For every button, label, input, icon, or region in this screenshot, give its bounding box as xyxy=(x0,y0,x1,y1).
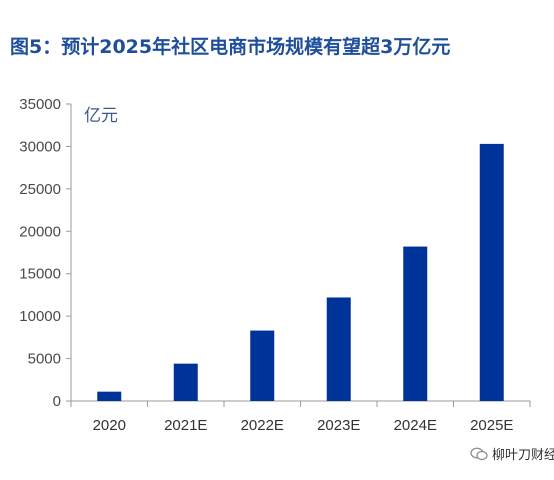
bar-2020 xyxy=(97,391,122,401)
bar-2021E xyxy=(173,363,198,401)
x-tick-label: 2023E xyxy=(317,417,360,434)
x-tick-label: 2025E xyxy=(470,417,513,434)
x-axis: 2020 2021E 2022E 2023E 2024E 2025E xyxy=(70,400,531,434)
y-tick-label: 20000 xyxy=(19,223,61,240)
wechat-icon xyxy=(470,447,488,460)
bar-2025E xyxy=(479,143,504,401)
bar-2024E xyxy=(403,246,428,401)
y-tick-label: 25000 xyxy=(19,181,61,198)
y-tick-label: 35000 xyxy=(19,96,61,113)
y-tick-label: 0 xyxy=(53,393,61,410)
x-tick-label: 2021E xyxy=(164,417,207,434)
x-tick-label: 2024E xyxy=(394,417,437,434)
watermark-text: 柳叶刀财经 xyxy=(492,448,554,463)
y-unit-label: 亿元 xyxy=(84,106,118,126)
bar-2022E xyxy=(250,330,275,401)
y-tick-label: 30000 xyxy=(19,138,61,155)
chart-title: 图5：预计2025年社区电商市场规模有望超3万亿元 xyxy=(10,36,451,58)
y-axis: 0 5000 10000 15000 20000 25000 30000 35000 xyxy=(19,96,72,410)
x-tick-label: 2020 xyxy=(93,417,126,434)
watermark: 柳叶刀财经 xyxy=(470,444,554,463)
bars xyxy=(97,143,504,401)
y-tick-label: 15000 xyxy=(19,266,61,283)
bar-2023E xyxy=(326,297,351,401)
y-tick-label: 5000 xyxy=(28,351,61,368)
x-tick-label: 2022E xyxy=(241,417,284,434)
y-tick-label: 10000 xyxy=(19,308,61,325)
